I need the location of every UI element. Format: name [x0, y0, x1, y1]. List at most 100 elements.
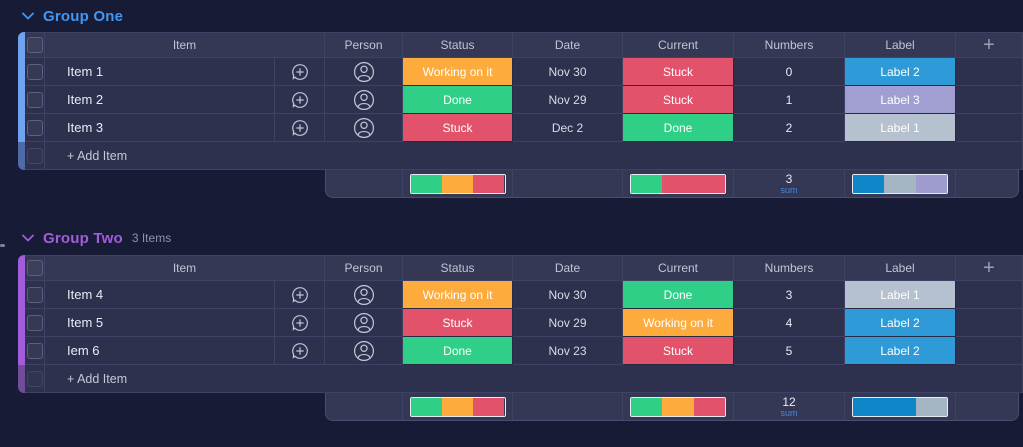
add-item-button[interactable]: + Add Item: [45, 365, 1023, 393]
row-checkbox[interactable]: [26, 119, 43, 136]
column-header-date[interactable]: Date: [513, 32, 623, 58]
select-all-checkbox[interactable]: [26, 37, 43, 53]
column-header-date[interactable]: Date: [513, 255, 623, 281]
numbers-cell[interactable]: 4: [734, 309, 845, 337]
column-header-status[interactable]: Status: [403, 32, 513, 58]
current-status-cell[interactable]: Working on it: [623, 309, 734, 337]
current-status-cell[interactable]: Done: [623, 281, 734, 309]
current-status-cell[interactable]: Stuck: [623, 58, 734, 86]
conversation-cell: [275, 86, 325, 114]
column-header-person[interactable]: Person: [325, 32, 403, 58]
status-summary-bar[interactable]: [409, 396, 506, 417]
chat-plus-icon[interactable]: [291, 91, 309, 109]
numbers-cell[interactable]: 1: [734, 86, 845, 114]
date-summary-cell: [513, 170, 623, 197]
current-status-cell[interactable]: Done: [623, 114, 734, 142]
column-header-label[interactable]: Label: [845, 32, 956, 58]
item-name-cell[interactable]: Item 3: [45, 114, 275, 142]
numbers-cell[interactable]: 0: [734, 58, 845, 86]
person-cell[interactable]: [325, 114, 403, 142]
person-cell[interactable]: [325, 309, 403, 337]
summary-bar-segment: [853, 397, 916, 416]
column-header-current[interactable]: Current: [623, 255, 734, 281]
column-header-item[interactable]: Item: [45, 32, 325, 58]
status-cell[interactable]: Done: [403, 337, 513, 365]
conversation-cell: [275, 337, 325, 365]
row-checkbox-disabled: [26, 370, 43, 387]
summary-bar-segment: [473, 174, 505, 193]
label-cell[interactable]: Label 2: [845, 58, 956, 86]
conversation-cell: [275, 114, 325, 142]
status-cell[interactable]: Working on it: [403, 58, 513, 86]
item-name-cell[interactable]: Iem 6: [45, 337, 275, 365]
add-item-button[interactable]: + Add Item: [45, 142, 1023, 170]
label-summary-cell: [845, 170, 956, 197]
person-avatar-icon: [353, 61, 375, 83]
group-table: Item Person Status Date Current Numbers Label +…: [18, 32, 1023, 170]
column-header-status[interactable]: Status: [403, 255, 513, 281]
add-column-button[interactable]: +: [956, 255, 1023, 281]
group-title[interactable]: Group Two: [43, 229, 123, 247]
current-summary-bar[interactable]: [630, 396, 726, 417]
row-checkbox[interactable]: [26, 91, 43, 108]
current-summary-bar[interactable]: [630, 173, 726, 194]
date-cell[interactable]: Nov 23: [513, 337, 623, 365]
chat-plus-icon[interactable]: [291, 342, 309, 360]
row-checkbox[interactable]: [26, 342, 43, 359]
row-checkbox[interactable]: [26, 63, 43, 80]
person-cell[interactable]: [325, 281, 403, 309]
sum-unit-label: sum: [780, 407, 798, 418]
chat-plus-icon[interactable]: [291, 286, 309, 304]
current-status-cell[interactable]: Stuck: [623, 86, 734, 114]
numbers-cell[interactable]: 5: [734, 337, 845, 365]
chat-plus-icon[interactable]: [291, 314, 309, 332]
chevron-down-icon[interactable]: [22, 234, 34, 242]
person-cell[interactable]: [325, 86, 403, 114]
group-title[interactable]: Group One: [43, 7, 124, 25]
date-cell[interactable]: Nov 29: [513, 309, 623, 337]
label-cell[interactable]: Label 2: [845, 309, 956, 337]
person-cell[interactable]: [325, 58, 403, 86]
label-summary-bar[interactable]: [852, 396, 948, 417]
row-checkbox[interactable]: [26, 286, 43, 303]
group-table: Item Person Status Date Current Numbers Label +…: [18, 255, 1023, 393]
group-color-bar: [18, 114, 25, 142]
chat-plus-icon[interactable]: [291, 63, 309, 81]
status-cell[interactable]: Stuck: [403, 114, 513, 142]
label-cell[interactable]: Label 3: [845, 86, 956, 114]
date-cell[interactable]: Nov 30: [513, 281, 623, 309]
item-name-cell[interactable]: Item 4: [45, 281, 275, 309]
item-name-cell[interactable]: Item 5: [45, 309, 275, 337]
column-header-numbers[interactable]: Numbers: [734, 255, 845, 281]
status-cell[interactable]: Done: [403, 86, 513, 114]
item-name-cell[interactable]: Item 2: [45, 86, 275, 114]
status-cell[interactable]: Stuck: [403, 309, 513, 337]
label-summary-cell: [845, 393, 956, 420]
select-all-checkbox[interactable]: [26, 260, 43, 276]
summary-bar-segment: [915, 174, 947, 193]
item-name-cell[interactable]: Item 1: [45, 58, 275, 86]
numbers-cell[interactable]: 3: [734, 281, 845, 309]
current-status-cell[interactable]: Stuck: [623, 337, 734, 365]
label-cell[interactable]: Label 1: [845, 281, 956, 309]
add-column-button[interactable]: +: [956, 32, 1023, 58]
chat-plus-icon[interactable]: [291, 119, 309, 137]
date-cell[interactable]: Nov 29: [513, 86, 623, 114]
label-cell[interactable]: Label 1: [845, 114, 956, 142]
column-header-item[interactable]: Item: [45, 255, 325, 281]
label-summary-bar[interactable]: [852, 173, 948, 194]
numbers-cell[interactable]: 2: [734, 114, 845, 142]
status-cell[interactable]: Working on it: [403, 281, 513, 309]
status-summary-bar[interactable]: [409, 173, 506, 194]
column-header-label[interactable]: Label: [845, 255, 956, 281]
chevron-down-icon[interactable]: [22, 12, 34, 20]
column-header-numbers[interactable]: Numbers: [734, 32, 845, 58]
row-checkbox[interactable]: [26, 314, 43, 331]
label-cell[interactable]: Label 2: [845, 337, 956, 365]
date-cell[interactable]: Dec 2: [513, 114, 623, 142]
column-header-current[interactable]: Current: [623, 32, 734, 58]
date-cell[interactable]: Nov 30: [513, 58, 623, 86]
summary-bar-segment: [693, 397, 725, 416]
column-header-person[interactable]: Person: [325, 255, 403, 281]
person-cell[interactable]: [325, 337, 403, 365]
